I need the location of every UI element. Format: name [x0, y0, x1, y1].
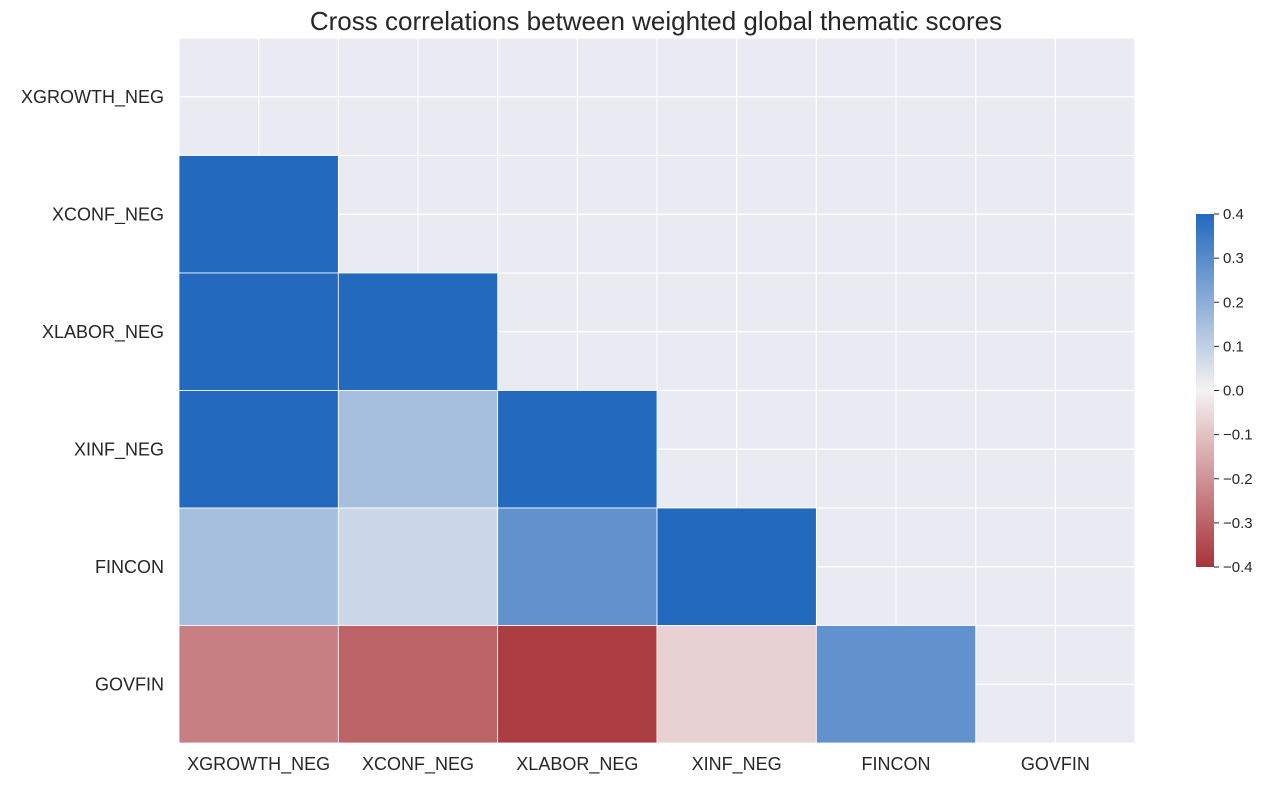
row-label: FINCON [95, 557, 164, 577]
heatmap-cell-xinf_neg-xgrowth_neg [178, 390, 339, 509]
column-label: GOVFIN [1021, 754, 1090, 774]
chart-title: Cross correlations between weighted glob… [310, 6, 1002, 36]
colorbar [1196, 214, 1214, 567]
colorbar-tick-label: −0.1 [1223, 427, 1253, 444]
colorbar-tick-label: 0.4 [1223, 206, 1244, 223]
row-label: XCONF_NEG [52, 204, 164, 225]
colorbar-tick-label: −0.2 [1223, 471, 1253, 488]
row-label: GOVFIN [95, 674, 164, 694]
heatmap-cell-xinf_neg-xlabor_neg [497, 390, 658, 509]
heatmap-cell-fincon-xinf_neg [656, 507, 817, 626]
heatmap-cell-govfin-xgrowth_neg [178, 625, 339, 744]
colorbar-tick-label: −0.4 [1223, 559, 1253, 576]
heatmap-cell-govfin-xlabor_neg [497, 625, 658, 744]
heatmap-cell-fincon-xgrowth_neg [178, 507, 339, 626]
heatmap-cell-xinf_neg-xconf_neg [337, 390, 499, 509]
heatmap-cell-fincon-xconf_neg [337, 507, 499, 626]
heatmap-cell-xconf_neg-xgrowth_neg [178, 155, 339, 274]
row-label: XINF_NEG [74, 439, 164, 460]
colorbar-tick-label: 0.2 [1223, 294, 1244, 311]
heatmap-cell-xlabor_neg-xgrowth_neg [178, 272, 339, 391]
column-label: FINCON [862, 754, 931, 774]
heatmap-cell-govfin-fincon [815, 625, 977, 744]
colorbar-tick-label: −0.3 [1223, 515, 1253, 532]
column-label: XGROWTH_NEG [187, 754, 330, 775]
colorbar-tick-label: 0.1 [1223, 338, 1244, 355]
colorbar-tick-label: 0.3 [1223, 250, 1244, 267]
colorbar-tick-label: 0.0 [1223, 383, 1244, 400]
row-label: XLABOR_NEG [42, 322, 164, 343]
row-label: XGROWTH_NEG [21, 87, 164, 108]
column-label: XLABOR_NEG [516, 754, 638, 775]
heatmap-cell-fincon-xlabor_neg [497, 507, 658, 626]
column-label: XCONF_NEG [362, 754, 474, 775]
heatmap-cell-govfin-xinf_neg [656, 625, 817, 744]
heatmap-cell-xlabor_neg-xconf_neg [337, 272, 499, 391]
heatmap-cell-govfin-xconf_neg [337, 625, 499, 744]
column-label: XINF_NEG [692, 754, 782, 775]
